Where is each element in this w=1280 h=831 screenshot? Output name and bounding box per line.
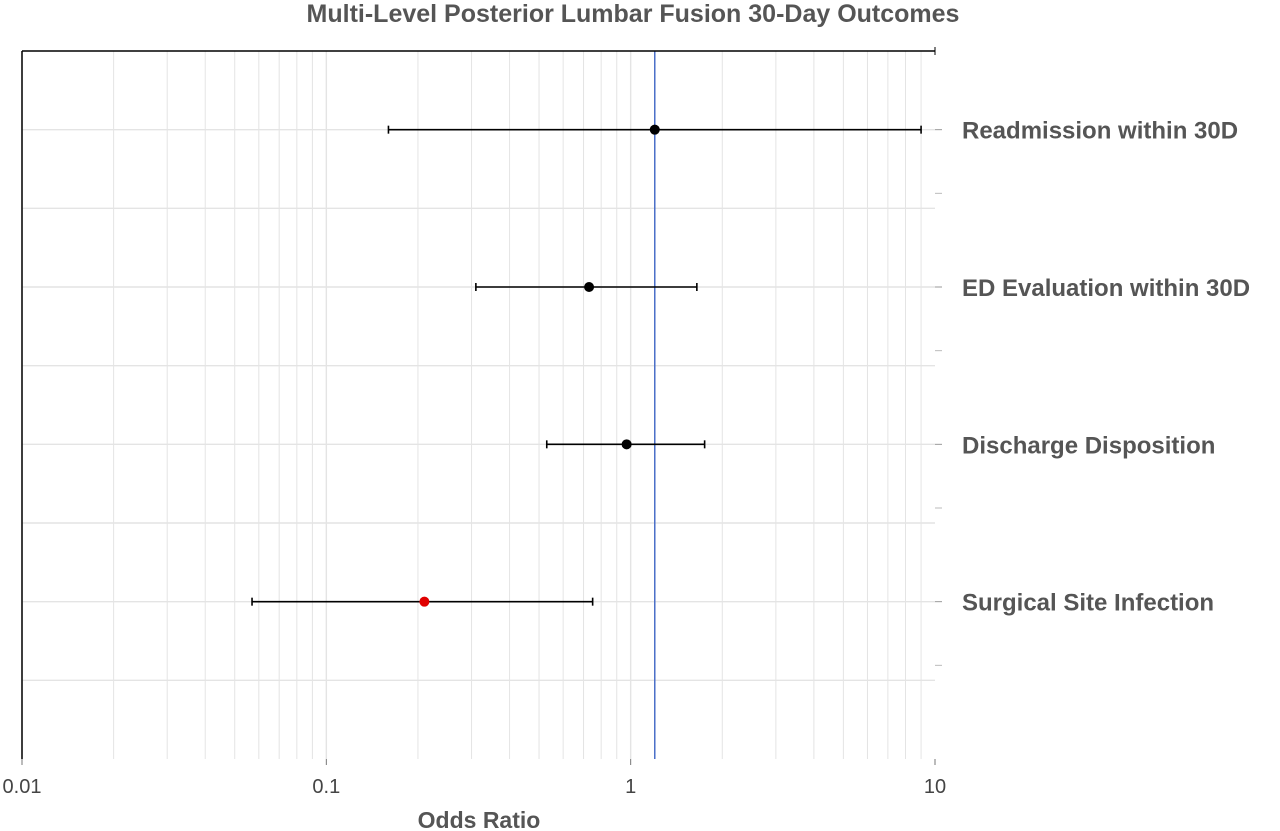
plot-frame xyxy=(21,47,942,759)
marks xyxy=(251,124,922,607)
category-labels: Readmission within 30D ED Evaluation with… xyxy=(962,118,1250,617)
point-estimate xyxy=(649,124,660,135)
category-label: Surgical Site Infection xyxy=(962,590,1214,617)
category-label: ED Evaluation within 30D xyxy=(962,275,1250,302)
chart-title: Multi-Level Posterior Lumbar Fusion 30-D… xyxy=(307,0,960,28)
x-tick-label: 0.01 xyxy=(3,776,42,798)
x-axis-title: Odds Ratio xyxy=(418,807,541,831)
estimate-row xyxy=(387,124,922,135)
x-tick-label: 0.1 xyxy=(312,776,340,798)
point-estimate xyxy=(621,439,632,450)
x-ticks: 0.01 0.1 1 10 xyxy=(3,759,946,798)
estimate-row xyxy=(475,282,698,292)
x-tick-label: 10 xyxy=(924,776,946,798)
point-estimate xyxy=(419,596,430,607)
point-estimate xyxy=(584,282,595,292)
category-label: Readmission within 30D xyxy=(962,118,1238,145)
grid xyxy=(21,51,935,759)
category-label: Discharge Disposition xyxy=(962,432,1215,459)
estimate-row xyxy=(545,439,706,450)
x-tick-label: 1 xyxy=(625,776,636,798)
estimate-row xyxy=(251,596,594,607)
